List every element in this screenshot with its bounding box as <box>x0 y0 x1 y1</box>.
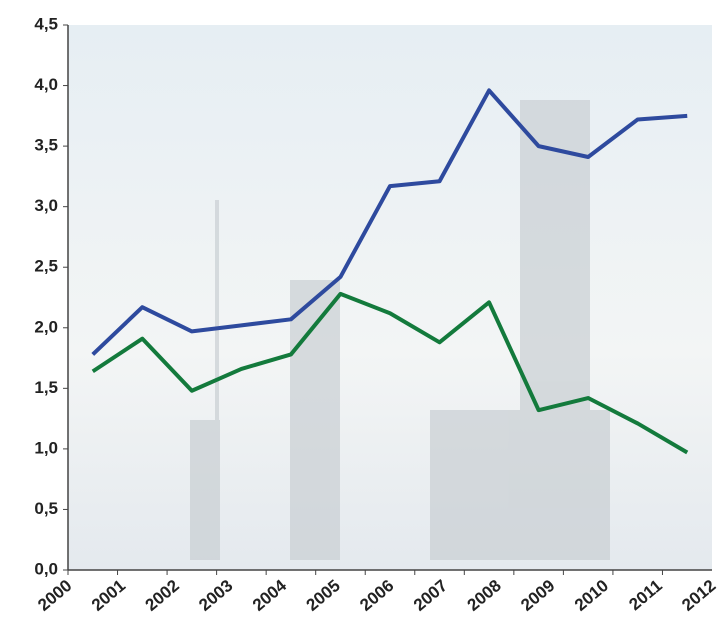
x-tick-label: 2006 <box>356 576 397 615</box>
x-tick-label: 2002 <box>142 576 183 615</box>
x-tick-label: 2005 <box>303 576 344 615</box>
y-tick-label: 0,0 <box>34 559 58 578</box>
x-tick-label: 2007 <box>410 576 451 615</box>
background-photo <box>68 25 712 570</box>
x-tick-label: 2000 <box>34 576 75 615</box>
y-tick-label: 3,5 <box>34 136 58 155</box>
y-tick-label: 1,0 <box>34 438 58 457</box>
x-tick-label: 2004 <box>249 576 291 615</box>
y-tick-label: 3,0 <box>34 196 58 215</box>
y-tick-label: 2,0 <box>34 317 58 336</box>
y-tick-label: 4,0 <box>34 75 58 94</box>
y-tick-label: 2,5 <box>34 257 58 276</box>
x-tick-label: 2010 <box>571 576 612 615</box>
y-tick-label: 0,5 <box>34 499 58 518</box>
x-tick-label: 2011 <box>625 576 665 614</box>
data-line <box>91 291 689 455</box>
x-tick-label: 2012 <box>678 576 719 615</box>
x-tick-label: 2008 <box>464 576 505 615</box>
data-line <box>91 88 688 356</box>
x-tick-label: 2003 <box>195 576 236 615</box>
x-tick-label: 2009 <box>517 576 558 615</box>
y-tick-label: 4,5 <box>34 14 58 33</box>
y-tick-label: 1,5 <box>34 378 58 397</box>
x-tick-label: 2001 <box>88 576 129 615</box>
pump-silhouettes <box>190 100 610 560</box>
